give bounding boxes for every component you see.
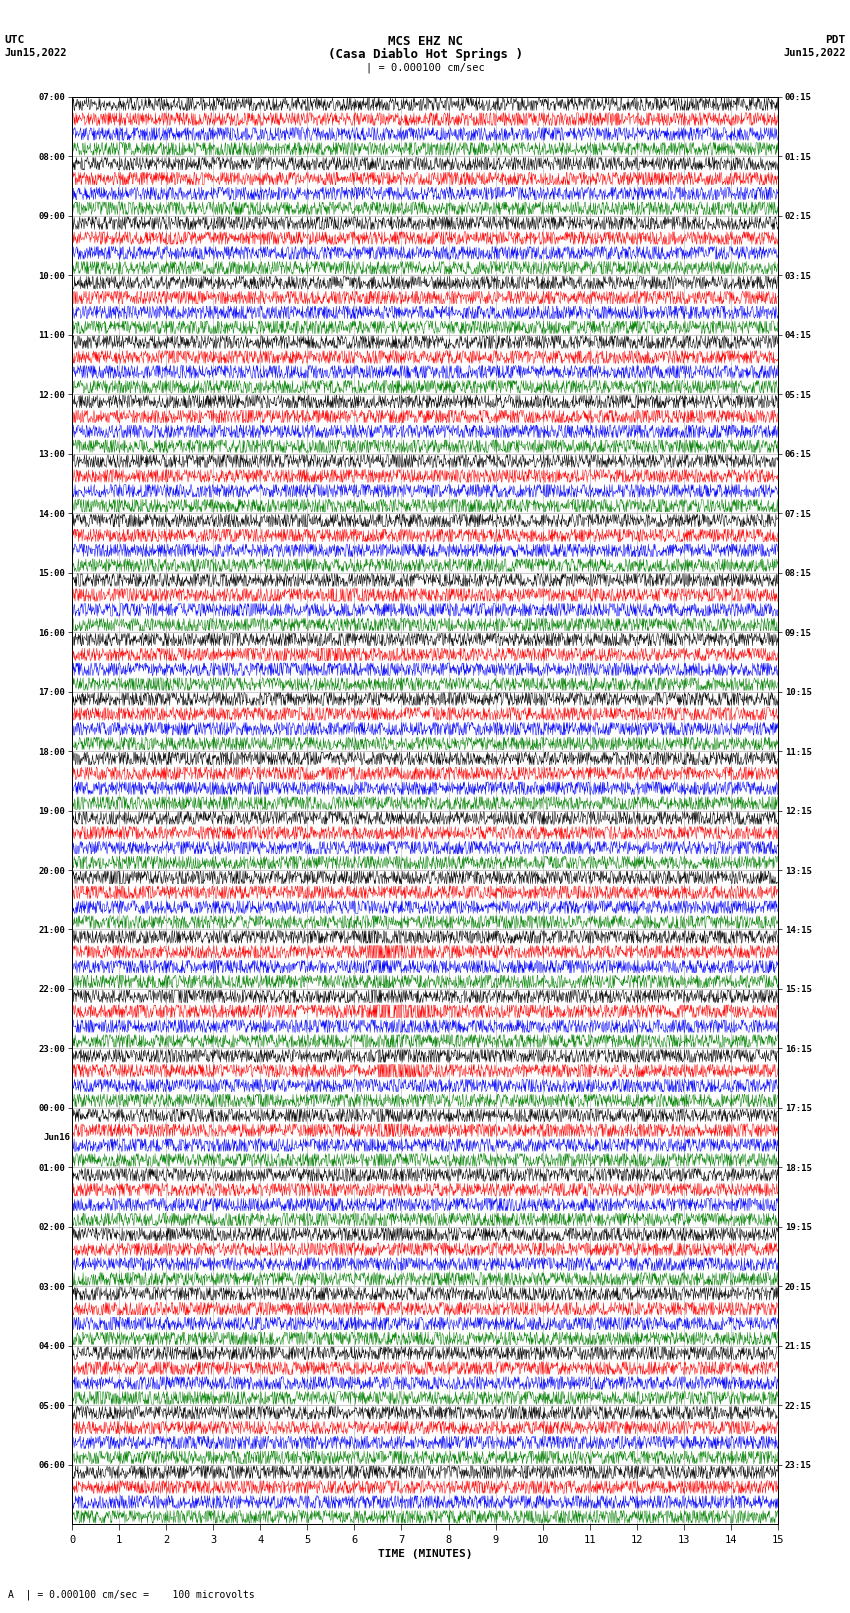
Text: A  | = 0.000100 cm/sec =    100 microvolts: A | = 0.000100 cm/sec = 100 microvolts xyxy=(8,1589,255,1600)
Text: UTC: UTC xyxy=(4,35,25,45)
Text: (Casa Diablo Hot Springs ): (Casa Diablo Hot Springs ) xyxy=(327,48,523,61)
Text: | = 0.000100 cm/sec: | = 0.000100 cm/sec xyxy=(366,63,484,74)
Text: MCS EHZ NC: MCS EHZ NC xyxy=(388,35,462,48)
Text: PDT: PDT xyxy=(825,35,846,45)
Text: Jun15,2022: Jun15,2022 xyxy=(783,48,846,58)
Text: Jun16: Jun16 xyxy=(43,1134,71,1142)
X-axis label: TIME (MINUTES): TIME (MINUTES) xyxy=(377,1548,473,1558)
Text: Jun15,2022: Jun15,2022 xyxy=(4,48,67,58)
